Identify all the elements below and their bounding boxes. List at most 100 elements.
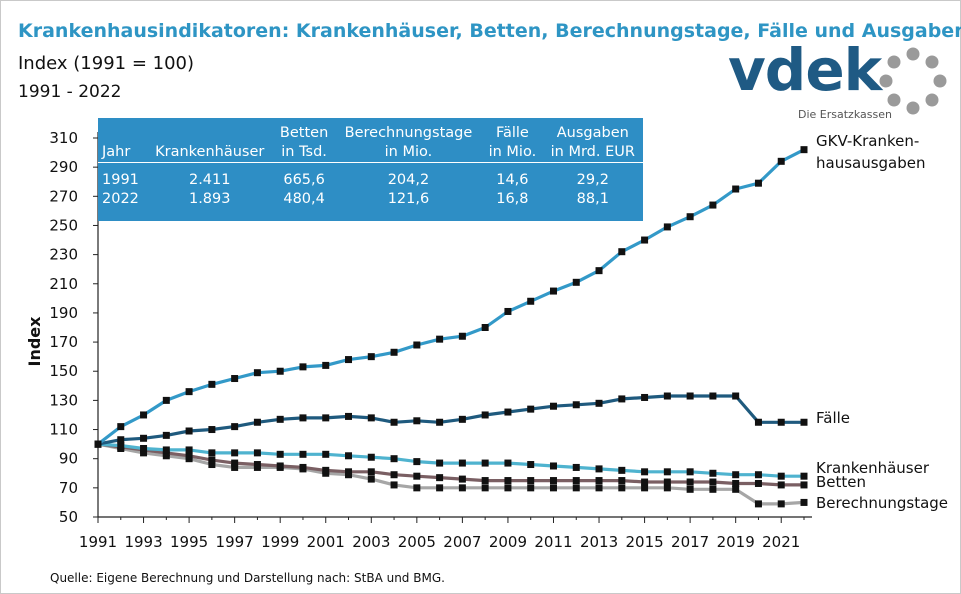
data-point: [549, 484, 557, 492]
data-point: [367, 414, 375, 422]
x-tick-label: 2001: [307, 533, 345, 551]
data-point: [413, 341, 421, 349]
x-tick-label: 2007: [443, 533, 481, 551]
data-point: [732, 392, 740, 400]
table-cell: 14,6: [496, 172, 529, 188]
x-tick-label: 2013: [580, 533, 618, 551]
data-point: [686, 213, 694, 221]
table-row: 2022 1.893 480,4 121,6 16,8 88,1: [98, 190, 643, 209]
source-note: Quelle: Eigene Berechnung und Darstellun…: [50, 571, 445, 585]
data-point: [458, 484, 466, 492]
data-point: [185, 452, 193, 460]
data-point: [367, 468, 375, 476]
table-cell: 665,6: [283, 172, 325, 188]
data-point: [641, 468, 649, 476]
table-cell: 480,4: [283, 191, 325, 207]
data-point: [276, 415, 284, 423]
x-tick-label: 1993: [124, 533, 162, 551]
data-point: [800, 498, 808, 506]
x-tick-label: 2005: [398, 533, 436, 551]
series-label: hausausgaben: [816, 154, 926, 172]
series-label: Betten: [816, 473, 866, 491]
data-point: [663, 392, 671, 400]
data-point: [527, 461, 535, 469]
data-point: [322, 361, 330, 369]
data-point: [777, 472, 785, 480]
data-point: [208, 449, 216, 457]
series-line: [97, 442, 804, 487]
data-point: [322, 466, 330, 474]
data-point: [709, 469, 717, 477]
x-tick-label: 2021: [762, 533, 800, 551]
data-point: [390, 471, 398, 479]
data-point: [686, 392, 694, 400]
table-header-row: Jahr Krankenhäuser Betten in Tsd. Berechn…: [98, 124, 643, 163]
data-point: [436, 335, 444, 343]
data-point: [572, 484, 580, 492]
data-point: [276, 462, 284, 470]
data-point: [504, 484, 512, 492]
y-tick-label: 170: [49, 333, 78, 351]
series-label: Fälle: [816, 409, 850, 427]
data-point: [709, 201, 717, 209]
series-line: [97, 442, 805, 506]
data-point: [777, 157, 785, 165]
table-row: 1991 2.411 665,6 204,2 14,6 29,2: [98, 165, 643, 190]
logo-wordmark: vdek: [728, 36, 882, 104]
data-point: [549, 287, 557, 295]
data-point: [572, 278, 580, 286]
chart-subtitle: Index (1991 = 100): [18, 53, 195, 74]
y-tick-label: 70: [59, 479, 78, 497]
data-point: [276, 367, 284, 375]
y-tick-label: 250: [49, 216, 78, 234]
x-tick-label: 2019: [717, 533, 755, 551]
data-point: [618, 248, 626, 256]
series-label: Krankenhäuser: [816, 459, 930, 477]
x-tick-label: 2003: [352, 533, 390, 551]
data-point: [800, 472, 808, 480]
y-tick-label: 150: [49, 362, 78, 380]
data-point: [458, 459, 466, 467]
x-tick-label: 1991: [79, 533, 117, 551]
data-point: [504, 477, 512, 485]
data-point: [732, 479, 740, 487]
table-header-cell: Berechnungstage in Mio.: [344, 125, 473, 160]
data-point: [686, 468, 694, 476]
data-point: [345, 452, 353, 460]
data-point: [436, 474, 444, 482]
data-point: [208, 380, 216, 388]
data-point: [618, 395, 626, 403]
x-tick-label: 1995: [170, 533, 208, 551]
data-point: [390, 348, 398, 356]
x-tick-label: 1997: [216, 533, 254, 551]
data-point: [162, 396, 170, 404]
data-point: [458, 415, 466, 423]
data-point: [140, 444, 148, 452]
data-point: [800, 146, 808, 154]
x-tick-label: 2017: [671, 533, 709, 551]
chart-period: 1991 - 2022: [18, 82, 122, 102]
data-point: [732, 185, 740, 193]
data-point: [458, 475, 466, 483]
data-point: [527, 484, 535, 492]
data-point: [686, 478, 694, 486]
y-tick-label: 190: [49, 304, 78, 322]
x-tick-label: 2015: [625, 533, 663, 551]
data-point: [345, 412, 353, 420]
data-point: [253, 449, 261, 457]
data-point: [185, 427, 193, 435]
data-point: [686, 485, 694, 493]
data-point: [231, 375, 239, 383]
data-point: [595, 465, 603, 473]
data-point: [140, 411, 148, 419]
data-point: [208, 426, 216, 434]
data-point: [413, 417, 421, 425]
x-tick-label: 2009: [489, 533, 527, 551]
data-point: [641, 393, 649, 401]
data-point: [436, 459, 444, 467]
data-point: [618, 484, 626, 492]
data-point: [162, 431, 170, 439]
data-point: [527, 405, 535, 413]
data-point: [595, 484, 603, 492]
table-cell: 16,8: [496, 191, 529, 207]
